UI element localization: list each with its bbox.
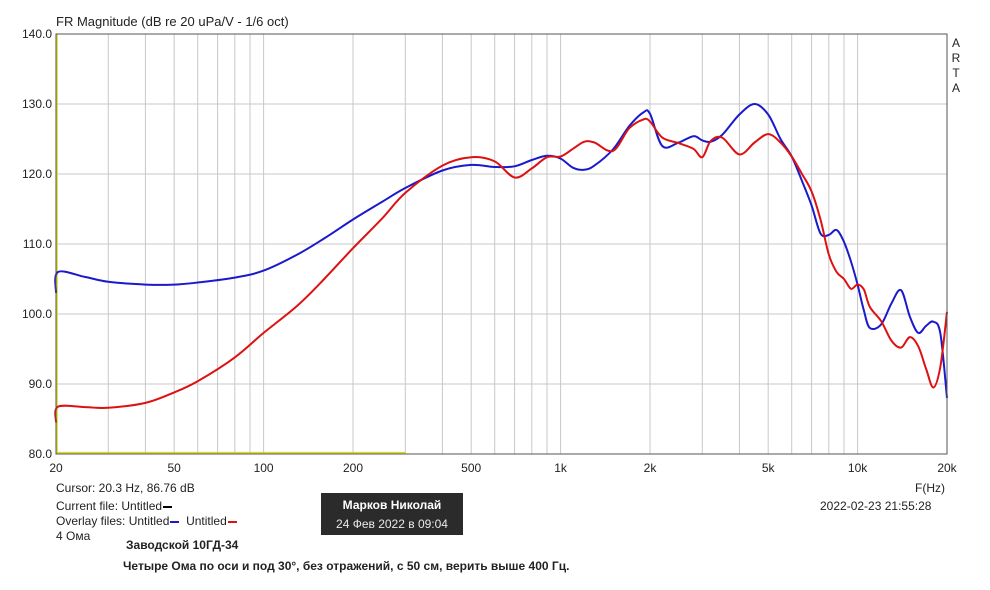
overlay-label: Overlay files:: [56, 514, 126, 528]
plot-frame: [55, 33, 948, 455]
y-tick-label: 80.0: [29, 447, 53, 461]
impedance-note: 4 Ома: [56, 529, 91, 543]
series-group: [54, 103, 948, 423]
x-tick-label: 20k: [937, 461, 957, 475]
series-line-2: [54, 117, 948, 423]
x-tick-label: 500: [461, 461, 481, 475]
current-file-label: Current file:: [56, 499, 119, 513]
x-axis-ticks: 20 50 100 200 500 1k 2k 5k 10k 20k: [49, 461, 957, 475]
x-tick-label: 5k: [762, 461, 776, 475]
legend-line-red: [227, 520, 237, 523]
x-tick-label: 50: [168, 461, 182, 475]
x-tick-label: 1k: [554, 461, 568, 475]
overlay-name-1: Untitled: [128, 514, 170, 528]
timestamp: 2022-02-23 21:55:28: [820, 499, 932, 513]
x-tick-label: 20: [49, 461, 63, 475]
current-file-name: Untitled: [121, 499, 163, 513]
x-tick-label: 10k: [848, 461, 868, 475]
series-line-1: [54, 103, 948, 399]
post-heading: Заводской 10ГД-34: [126, 538, 239, 552]
y-tick-label: 110.0: [23, 237, 52, 251]
current-file-info: Current file: Untitled: [56, 499, 173, 513]
legend-line-current: [163, 505, 173, 508]
arta-letter: A: [951, 81, 960, 95]
frequency-response-chart: 140.0 130.0 120.0 110.0 100.0 90.0 80.0 20 50 10…: [22, 27, 958, 475]
author-badge[interactable]: Марков Николай 24 Фев 2022 в 09:04: [321, 493, 463, 535]
y-tick-label: 100.0: [22, 307, 52, 321]
x-tick-label: 2k: [644, 461, 658, 475]
overlay-name-2: Untitled: [186, 514, 227, 528]
chart-title: FR Magnitude (dB re 20 uPa/V - 1/6 oct): [56, 14, 289, 29]
y-tick-label: 90.0: [29, 377, 53, 391]
legend-line-blue: [170, 520, 180, 523]
arta-watermark: A R T A: [950, 36, 962, 96]
x-tick-label: 100: [254, 461, 274, 475]
gate-marker: [56, 34, 406, 454]
arta-letter: R: [951, 51, 961, 65]
cursor-readout: Cursor: 20.3 Hz, 86.76 dB: [56, 481, 195, 495]
y-tick-label: 130.0: [22, 97, 52, 111]
grid: [56, 34, 947, 454]
arta-letter: A: [951, 36, 960, 50]
y-axis-ticks: 140.0 130.0 120.0 110.0 100.0 90.0 80.0: [22, 27, 52, 461]
post-description: Четыре Ома по оси и под 30°, без отражен…: [123, 559, 570, 573]
x-axis-label: F(Hz): [915, 481, 945, 495]
author-name[interactable]: Марков Николай: [342, 498, 442, 512]
overlay-files-info: Overlay files: Untitled Untitled: [56, 514, 237, 528]
y-tick-label: 140.0: [22, 27, 52, 41]
y-tick-label: 120.0: [22, 167, 52, 181]
x-tick-label: 200: [343, 461, 363, 475]
post-date: 24 Фев 2022 в 09:04: [336, 517, 448, 531]
arta-letter: T: [952, 66, 960, 80]
